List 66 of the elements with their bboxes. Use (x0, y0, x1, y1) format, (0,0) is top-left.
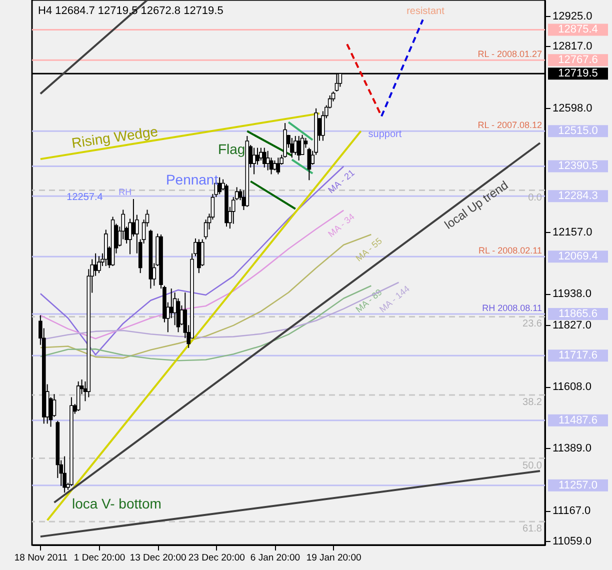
candlestick (94, 252, 98, 276)
annotation: support (368, 129, 402, 140)
annotation: Pennant (166, 171, 218, 188)
line-series (40, 166, 344, 356)
ref-line-label: 11487.6 (558, 414, 598, 426)
y-tick-label: 11167.0 (552, 505, 591, 518)
annotation: Flag (218, 140, 246, 157)
candlestick (97, 256, 101, 274)
y-tick-label: 11827.0 (552, 319, 592, 332)
candlestick (132, 198, 136, 237)
candlestick (290, 137, 294, 158)
candlestick (62, 456, 66, 494)
candlestick (256, 147, 260, 166)
x-tick-label: 6 Jan 20:00 (250, 552, 300, 564)
candlestick (272, 160, 277, 171)
candlestick (200, 238, 204, 267)
x-tick-label: 23 Dec 20:00 (188, 552, 245, 564)
text: MA - 21 (326, 168, 356, 196)
annotation: RH 2008.08.11 (482, 302, 542, 313)
annotation: RL - 2008.02.11 (478, 246, 542, 256)
candlestick (307, 147, 312, 181)
y-tick-label: 11059.0 (552, 536, 592, 548)
y-tick-label: 11608.0 (552, 381, 592, 394)
ref-line-label: 12515.0 (558, 125, 598, 138)
ref-line-label: 11257.0 (558, 479, 598, 492)
annotation: resistant (406, 6, 445, 17)
y-tick-label: 12598.0 (552, 102, 592, 114)
ref-line-label: 11865.6 (558, 308, 598, 320)
ref-line-label: 12390.5 (558, 160, 598, 172)
ref-line-label: 12767.6 (558, 54, 598, 66)
annotation: RL - 2007.08.12 (478, 120, 542, 130)
x-tick-label: 13 Dec 20:00 (130, 552, 186, 564)
text: MA - 34 (326, 212, 356, 240)
annotation: 0.0 (528, 192, 542, 204)
annotation: 23.6 (522, 318, 542, 330)
ref-line-label: 11717.6 (558, 350, 598, 362)
candlestick (218, 176, 222, 195)
ref-line-label: 12284.3 (558, 190, 598, 202)
x-tick-label: 1 Dec 20:00 (74, 552, 126, 564)
text: MA - 55 (354, 236, 384, 264)
y-tick-label: 12157.0 (552, 226, 592, 238)
annotation: Rising Wedge (70, 122, 160, 151)
x-tick-label: 19 Jan 20:00 (306, 552, 362, 564)
candlestick (76, 380, 80, 412)
annotation: 61.8 (522, 524, 542, 535)
candlestick (296, 135, 301, 161)
ref-line-label: 12875.4 (558, 24, 598, 36)
annotation: 50.0 (522, 460, 542, 472)
line-series (40, 285, 372, 362)
x-tick-label: 18 Nov 2011 (14, 552, 68, 564)
y-tick-label: 11938.0 (552, 288, 592, 300)
annotation: RL - 2008.01.27 (478, 49, 542, 60)
ref-line-label: 12069.4 (558, 250, 598, 263)
candlestick (52, 394, 56, 418)
y-tick-label: 11389.0 (552, 442, 592, 455)
annotation: 38.2 (522, 396, 542, 408)
candlestick (169, 288, 174, 319)
line-series (40, 210, 344, 340)
y-tick-label: 12925.0 (552, 10, 592, 22)
candlestick (276, 157, 280, 175)
annotation: loca V- bottom (72, 496, 162, 512)
annotation: 12257.4 (66, 192, 104, 204)
ref-line-label: 12719.5 (558, 68, 598, 80)
annotation: RH (118, 187, 132, 198)
candlestick (262, 147, 266, 168)
y-tick-label: 12817.0 (552, 40, 592, 53)
